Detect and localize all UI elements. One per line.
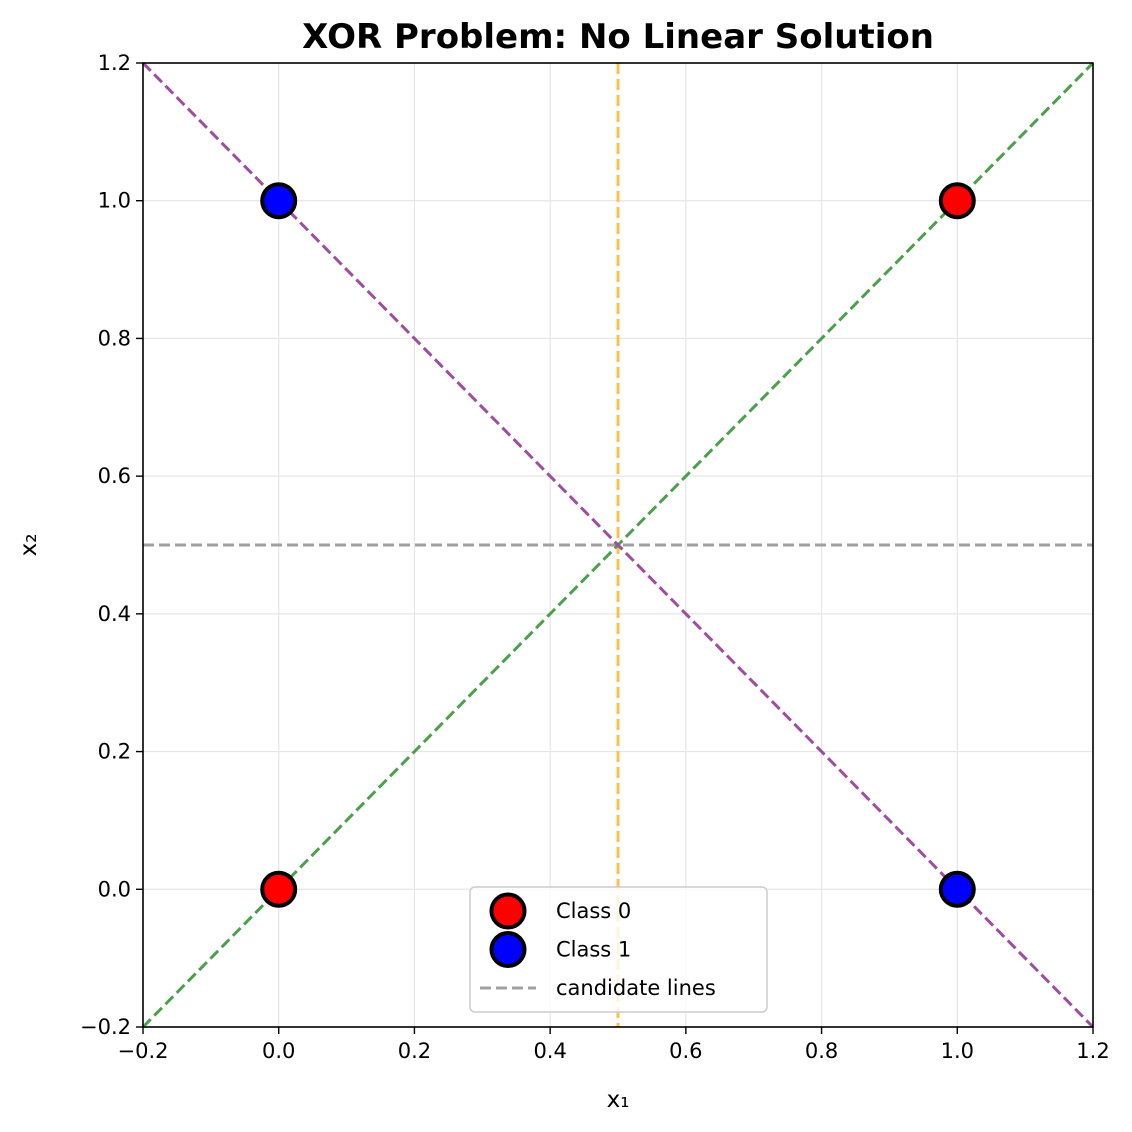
class-0-point-0: [260, 870, 298, 908]
plot-area-frame: [142, 62, 1094, 1028]
legend: Class 0 Class 1 candidate lines: [469, 886, 768, 1013]
class-1-point-1: [938, 870, 976, 908]
y-tick-label-5: 0.8: [98, 326, 131, 350]
x-tick-label-4: 0.6: [669, 1039, 702, 1063]
data-points: [260, 182, 976, 908]
legend-label-2: candidate lines: [556, 976, 716, 1000]
legend-label-0: Class 0: [556, 899, 631, 923]
x-tick-label-0: −0.2: [118, 1039, 169, 1063]
y-tick-label-7: 1.2: [98, 51, 131, 75]
x-tick-label-3: 0.4: [533, 1039, 566, 1063]
x-tick-label-5: 0.8: [805, 1039, 838, 1063]
candidate-line-diagonal-3: [141, 61, 1095, 1029]
class-1-point-0: [260, 182, 298, 220]
x-axis-title: x₁: [607, 1087, 630, 1113]
x-tick-label-1: 0.0: [262, 1039, 295, 1063]
chart-title: XOR Problem: No Linear Solution: [302, 17, 934, 57]
y-tick-label-1: 0.0: [98, 877, 131, 901]
legend-marker-1: [489, 931, 527, 968]
legend-box: [469, 886, 768, 1013]
y-tick-label-3: 0.4: [98, 602, 131, 626]
y-tick-label-2: 0.2: [98, 740, 131, 764]
y-axis-title: x₂: [16, 534, 42, 557]
legend-label-1: Class 1: [556, 938, 631, 962]
y-tick-label-4: 0.6: [98, 464, 131, 488]
x-tick-label-2: 0.2: [398, 1039, 431, 1063]
y-tick-label-6: 1.0: [98, 189, 131, 213]
candidate-lines: [141, 61, 1095, 1029]
x-tick-label-6: 1.0: [941, 1039, 974, 1063]
class-0-point-1: [938, 182, 976, 220]
y-tick-label-0: −0.2: [80, 1015, 131, 1039]
axis-ticks: −0.2 0.0 0.2 0.4 0.6 0.8 1.0 1.2 −0.2 0.0 0.2 0.4 0.…: [80, 51, 1110, 1063]
legend-marker-0: [489, 892, 527, 930]
x-tick-label-7: 1.2: [1076, 1039, 1109, 1063]
